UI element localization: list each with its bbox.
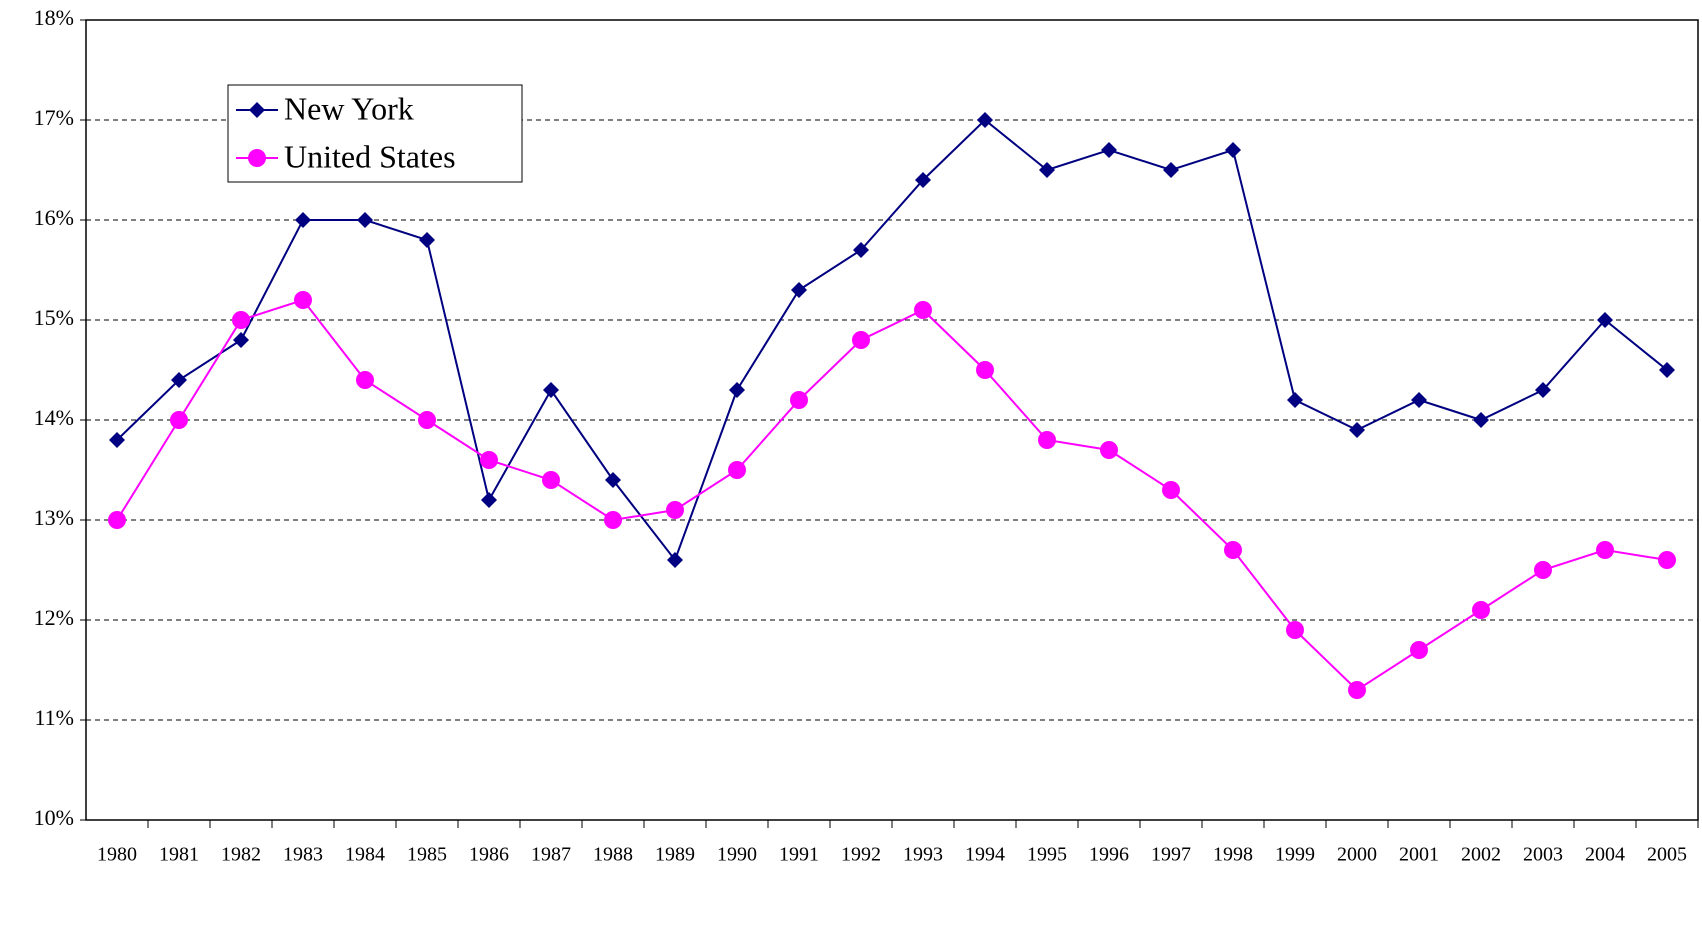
marker (852, 331, 870, 349)
marker (1224, 541, 1242, 559)
x-tick-label: 1993 (903, 844, 943, 866)
y-tick-label: 12% (34, 605, 74, 630)
x-tick-label: 1984 (345, 844, 385, 866)
marker (1534, 561, 1552, 579)
marker (1038, 431, 1056, 449)
x-tick-label: 1995 (1027, 844, 1067, 866)
marker (977, 112, 993, 128)
marker (170, 411, 188, 429)
marker (542, 471, 560, 489)
marker (976, 361, 994, 379)
marker (667, 552, 683, 568)
marker (1658, 551, 1676, 569)
marker (1411, 392, 1427, 408)
x-tick-label: 1999 (1275, 844, 1315, 866)
marker (604, 511, 622, 529)
x-tick-label: 1986 (469, 844, 509, 866)
x-tick-label: 1997 (1151, 844, 1191, 866)
marker (232, 311, 250, 329)
y-tick-label: 14% (34, 405, 74, 430)
y-tick-label: 10% (34, 805, 74, 830)
marker (481, 492, 497, 508)
marker (1163, 162, 1179, 178)
marker (914, 301, 932, 319)
marker (171, 372, 187, 388)
marker (1596, 541, 1614, 559)
x-tick-label: 2001 (1399, 844, 1439, 866)
marker (666, 501, 684, 519)
y-tick-label: 17% (34, 105, 74, 130)
series-line (116, 298, 1668, 692)
marker (233, 332, 249, 348)
marker (853, 242, 869, 258)
x-tick-label: 2002 (1461, 844, 1501, 866)
x-tick-label: 1989 (655, 844, 695, 866)
y-tick-label: 11% (34, 705, 74, 730)
series-line (116, 118, 1668, 563)
x-tick-label: 1994 (965, 844, 1005, 866)
x-tick-label: 1985 (407, 844, 447, 866)
marker (1473, 412, 1489, 428)
x-tick-label: 1983 (283, 844, 323, 866)
x-tick-label: 1991 (779, 844, 819, 866)
marker (1472, 601, 1490, 619)
marker (1286, 621, 1304, 639)
marker (294, 291, 312, 309)
marker (1410, 641, 1428, 659)
y-tick-label: 18% (34, 5, 74, 30)
marker (1597, 312, 1613, 328)
marker (357, 212, 373, 228)
marker (356, 371, 374, 389)
x-tick-label: 1990 (717, 844, 757, 866)
x-tick-label: 1982 (221, 844, 261, 866)
marker (1101, 142, 1117, 158)
marker (1348, 681, 1366, 699)
marker (1535, 382, 1551, 398)
x-tick-label: 2004 (1585, 844, 1625, 866)
x-tick-label: 2000 (1337, 844, 1377, 866)
legend-label: United States (284, 138, 456, 174)
marker (1100, 441, 1118, 459)
y-tick-label: 13% (34, 505, 74, 530)
y-tick-label: 15% (34, 305, 74, 330)
marker (480, 451, 498, 469)
marker (729, 382, 745, 398)
marker (419, 232, 435, 248)
x-tick-label: 1998 (1213, 844, 1253, 866)
marker (109, 432, 125, 448)
marker (1039, 162, 1055, 178)
marker (1287, 392, 1303, 408)
marker (728, 461, 746, 479)
marker (1349, 422, 1365, 438)
marker (248, 149, 266, 167)
x-tick-label: 1981 (159, 844, 199, 866)
marker (295, 212, 311, 228)
legend-label: New York (284, 90, 414, 126)
legend: New York United States (227, 84, 523, 183)
marker (1225, 142, 1241, 158)
marker (1162, 481, 1180, 499)
legend-box (227, 84, 523, 183)
y-tick-label: 16% (34, 205, 74, 230)
marker (915, 172, 931, 188)
x-tick-label: 1987 (531, 844, 571, 866)
marker (791, 282, 807, 298)
x-tick-label: 1996 (1089, 844, 1129, 866)
x-tick-label: 2005 (1647, 844, 1687, 866)
marker (1659, 362, 1675, 378)
marker (108, 511, 126, 529)
x-tick-label: 1992 (841, 844, 881, 866)
marker (249, 102, 265, 118)
marker (790, 391, 808, 409)
marker (543, 382, 559, 398)
marker (418, 411, 436, 429)
x-tick-label: 1988 (593, 844, 633, 866)
marker (605, 472, 621, 488)
x-tick-label: 2003 (1523, 844, 1563, 866)
x-tick-label: 1980 (97, 844, 137, 866)
